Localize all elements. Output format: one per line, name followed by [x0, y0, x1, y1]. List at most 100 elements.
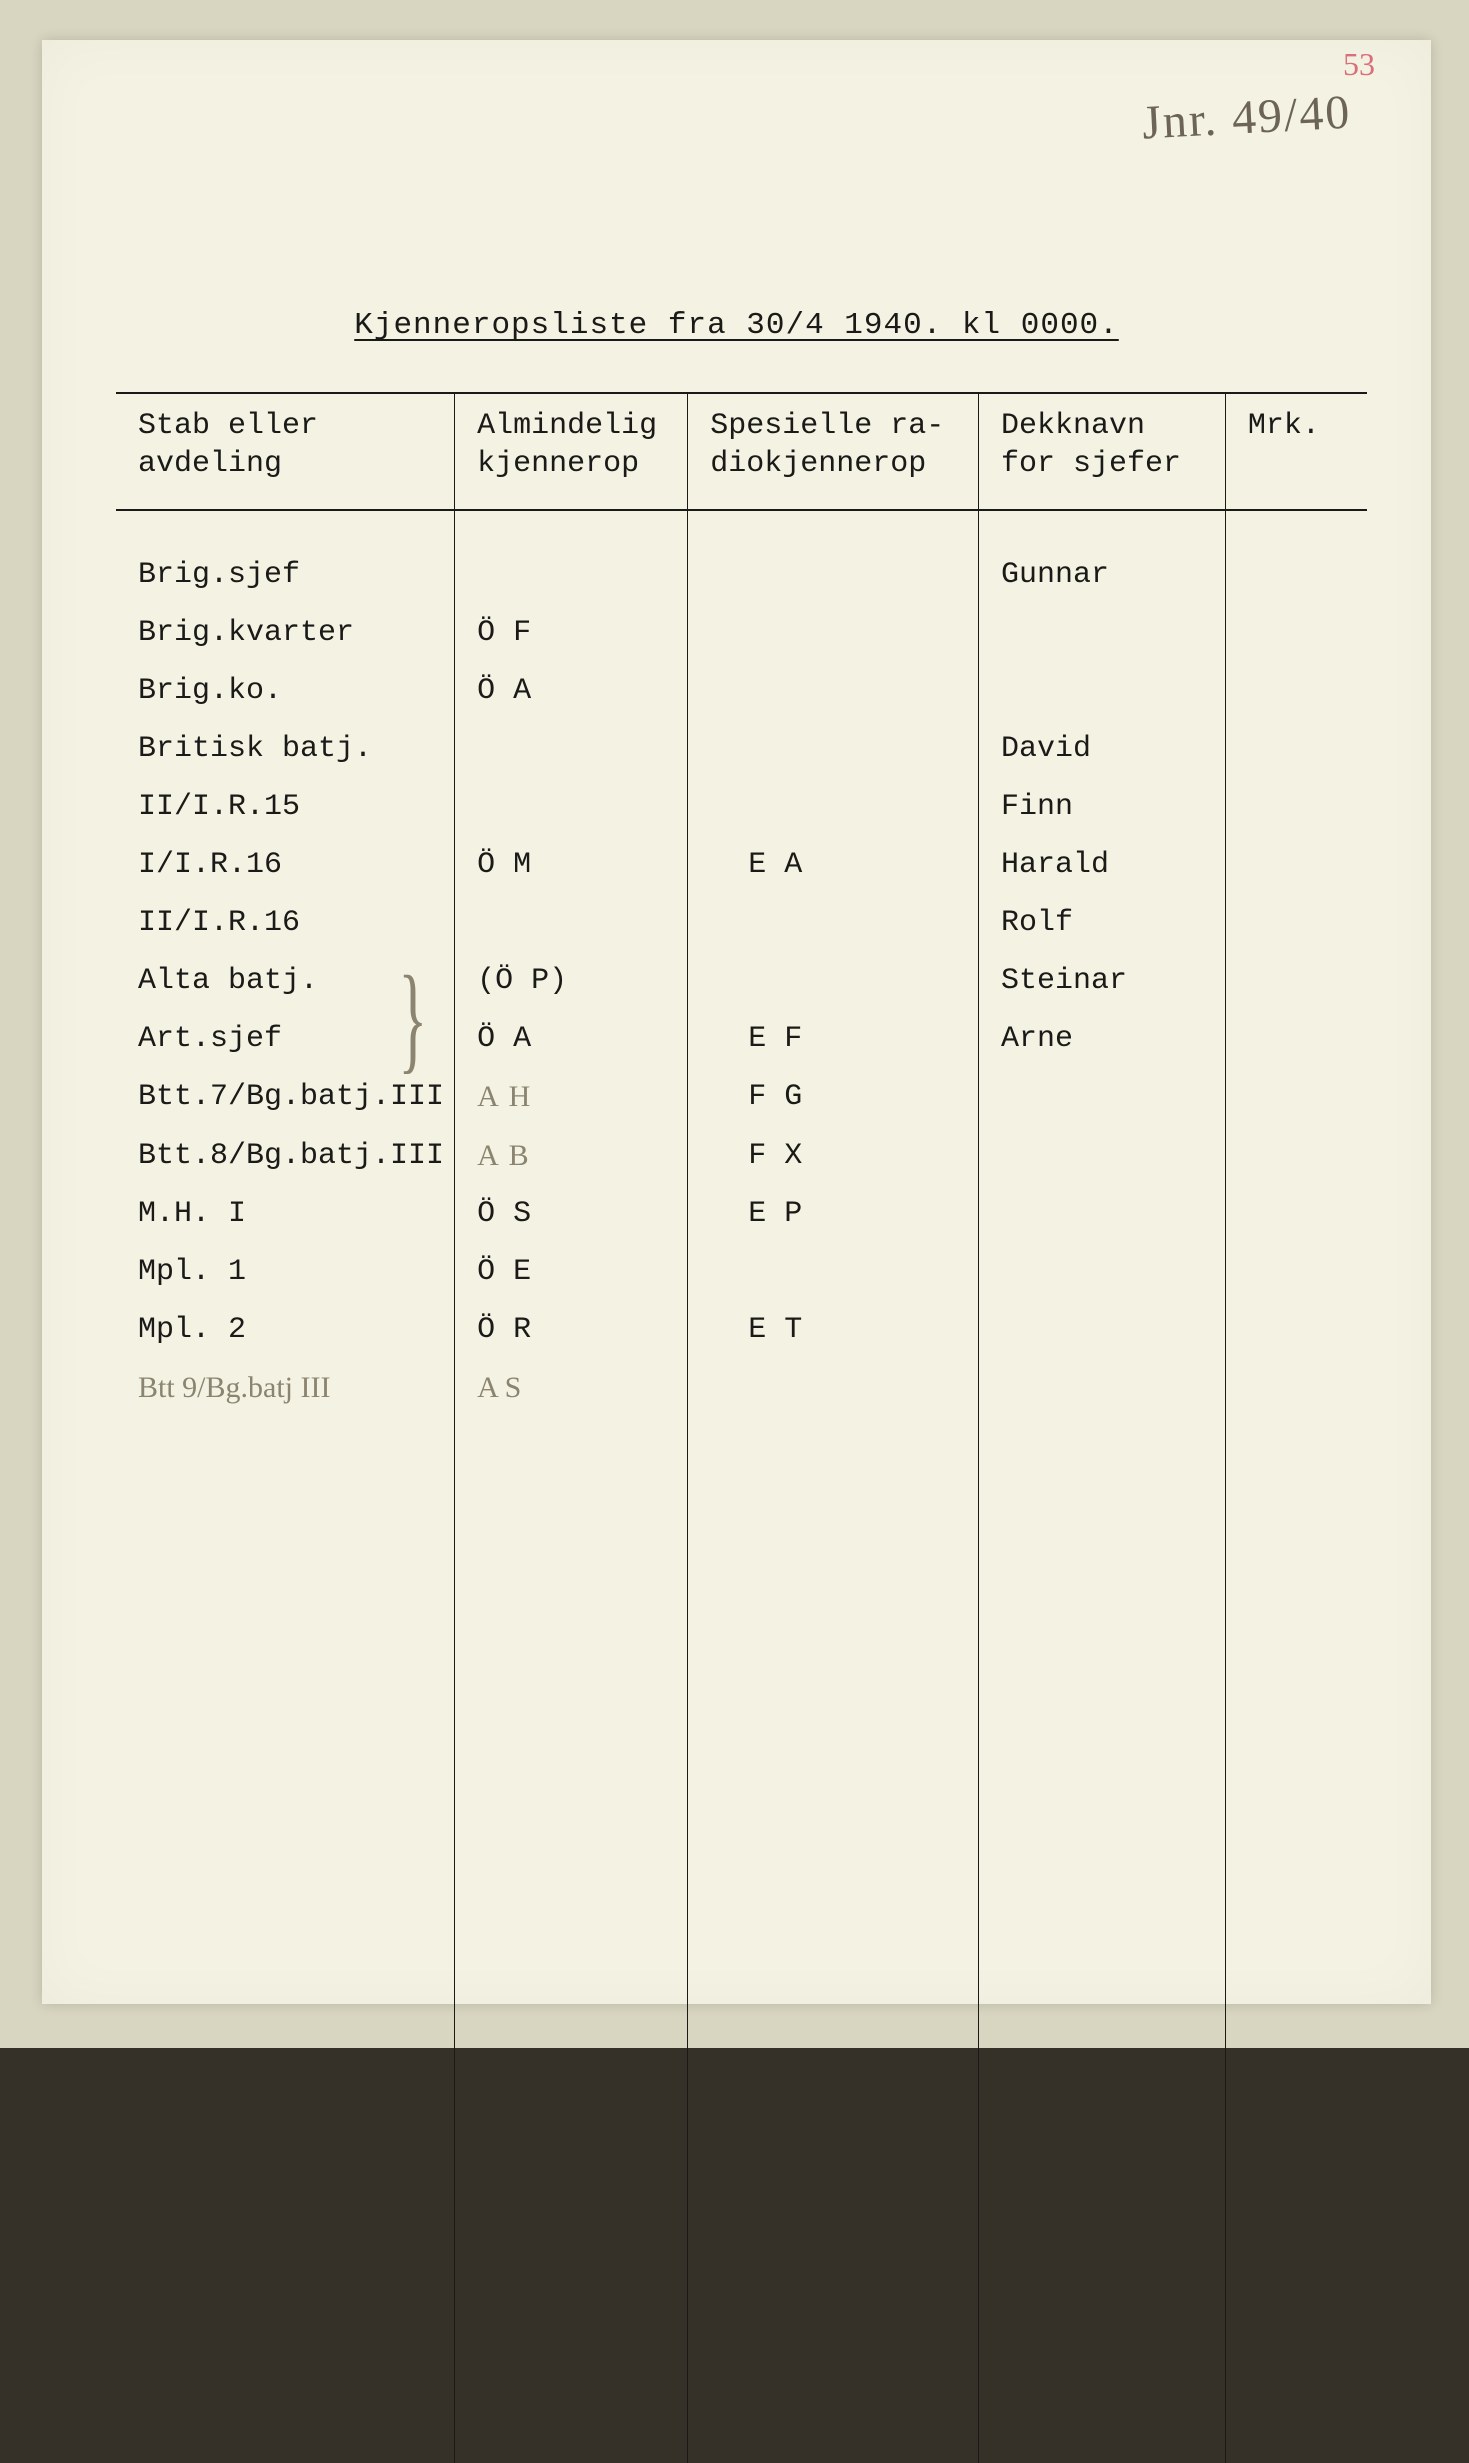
filler-cell [688, 1419, 979, 1477]
table-row: M.H. IÖ SE P [116, 1186, 1367, 1244]
cell-remark [1225, 663, 1367, 721]
cell-remark [1225, 547, 1367, 605]
filler-cell [116, 1593, 455, 1651]
cell-radio [688, 953, 979, 1011]
filler-cell [688, 1709, 979, 1767]
filler-cell [688, 1941, 979, 1999]
filler-cell [1225, 2347, 1367, 2405]
cell-callsign: Ö F [455, 605, 688, 663]
filler-cell [1225, 2115, 1367, 2173]
filler-cell [1225, 1477, 1367, 1535]
filler-cell [978, 1709, 1225, 1767]
cell-callsign: Ö A [455, 1011, 688, 1069]
cell-radio [688, 547, 979, 605]
filler-cell [978, 2057, 1225, 2115]
filler-cell [688, 1477, 979, 1535]
filler-row [116, 2231, 1367, 2289]
cell-callsign [455, 547, 688, 605]
cell-unit: M.H. I [116, 1186, 455, 1244]
filler-row [116, 2405, 1367, 2463]
cell-unit: II/I.R.16 [116, 895, 455, 953]
filler-cell [455, 1709, 688, 1767]
spacer-row [116, 510, 1367, 547]
cell-unit: Brig.ko. [116, 663, 455, 721]
cell-remark [1225, 1186, 1367, 1244]
filler-cell [455, 1883, 688, 1941]
cell-remark [1225, 895, 1367, 953]
filler-cell [978, 2173, 1225, 2231]
table-row: II/I.R.16 Rolf [116, 895, 1367, 953]
filler-cell [978, 1593, 1225, 1651]
cell-remark [1225, 721, 1367, 779]
filler-cell [978, 2289, 1225, 2347]
filler-row [116, 2347, 1367, 2405]
cell-remark [1225, 779, 1367, 837]
filler-cell [688, 1883, 979, 1941]
cell-codename [978, 1360, 1225, 1419]
filler-row [116, 2057, 1367, 2115]
cell-unit: Art.sjef [116, 1011, 455, 1069]
filler-cell [978, 1941, 1225, 1999]
cell-codename [978, 1186, 1225, 1244]
cell-codename: Rolf [978, 895, 1225, 953]
filler-cell [116, 2405, 455, 2463]
cell-remark [1225, 953, 1367, 1011]
filler-cell [688, 1651, 979, 1709]
cell-codename [978, 1302, 1225, 1360]
cell-codename: Arne [978, 1011, 1225, 1069]
filler-cell [688, 1535, 979, 1593]
filler-cell [116, 1419, 455, 1477]
filler-cell [1225, 1709, 1367, 1767]
table-row: I/I.R.16Ö ME AHarald [116, 837, 1367, 895]
filler-row [116, 1767, 1367, 1825]
filler-cell [978, 2231, 1225, 2289]
cell-unit: Mpl. 1 [116, 1244, 455, 1302]
filler-cell [688, 2115, 979, 2173]
cell-callsign: A B [455, 1128, 688, 1187]
col-header-callsign: Almindelig kjennerop [455, 393, 688, 510]
filler-row [116, 1593, 1367, 1651]
filler-cell [116, 2115, 455, 2173]
filler-cell [1225, 2057, 1367, 2115]
filler-row [116, 1419, 1367, 1477]
filler-cell [978, 1825, 1225, 1883]
paper-sheet: 53 Jnr. 49/40 Kjenneropsliste fra 30/4 1… [42, 40, 1431, 2004]
table-container: Stab eller avdeling Almindelig kjennerop… [116, 392, 1367, 1894]
table-row: Mpl. 2Ö RE T [116, 1302, 1367, 1360]
filler-cell [1225, 2231, 1367, 2289]
filler-cell [978, 1535, 1225, 1593]
filler-cell [688, 1767, 979, 1825]
cell-codename [978, 1128, 1225, 1187]
filler-cell [978, 2347, 1225, 2405]
cell-remark [1225, 1128, 1367, 1187]
cell-radio: E A [688, 837, 979, 895]
cell-codename: Harald [978, 837, 1225, 895]
cell-codename [978, 1069, 1225, 1128]
filler-cell [116, 1767, 455, 1825]
filler-cell [455, 1535, 688, 1593]
cell-codename: Gunnar [978, 547, 1225, 605]
filler-cell [978, 1883, 1225, 1941]
filler-cell [978, 1419, 1225, 1477]
filler-cell [688, 1825, 979, 1883]
table-row: Brig.kvarterÖ F [116, 605, 1367, 663]
filler-cell [978, 2405, 1225, 2463]
filler-cell [1225, 2405, 1367, 2463]
filler-cell [116, 1709, 455, 1767]
filler-row [116, 1651, 1367, 1709]
cell-unit: Btt 9/Bg.batj III [116, 1360, 455, 1419]
document-title: Kjenneropsliste fra 30/4 1940. kl 0000. [42, 308, 1431, 343]
filler-row [116, 2173, 1367, 2231]
table-row: Britisk batj.David [116, 721, 1367, 779]
cell-callsign [455, 779, 688, 837]
cell-radio [688, 1360, 979, 1419]
filler-row [116, 2115, 1367, 2173]
filler-cell [116, 1651, 455, 1709]
filler-row [116, 2289, 1367, 2347]
table-row: Btt.8/Bg.batj.IIIA BF X [116, 1128, 1367, 1187]
cell-callsign: Ö A [455, 663, 688, 721]
cell-unit: Btt.8/Bg.batj.III [116, 1128, 455, 1187]
cell-unit: Brig.kvarter [116, 605, 455, 663]
filler-cell [116, 1941, 455, 1999]
filler-cell [116, 2173, 455, 2231]
